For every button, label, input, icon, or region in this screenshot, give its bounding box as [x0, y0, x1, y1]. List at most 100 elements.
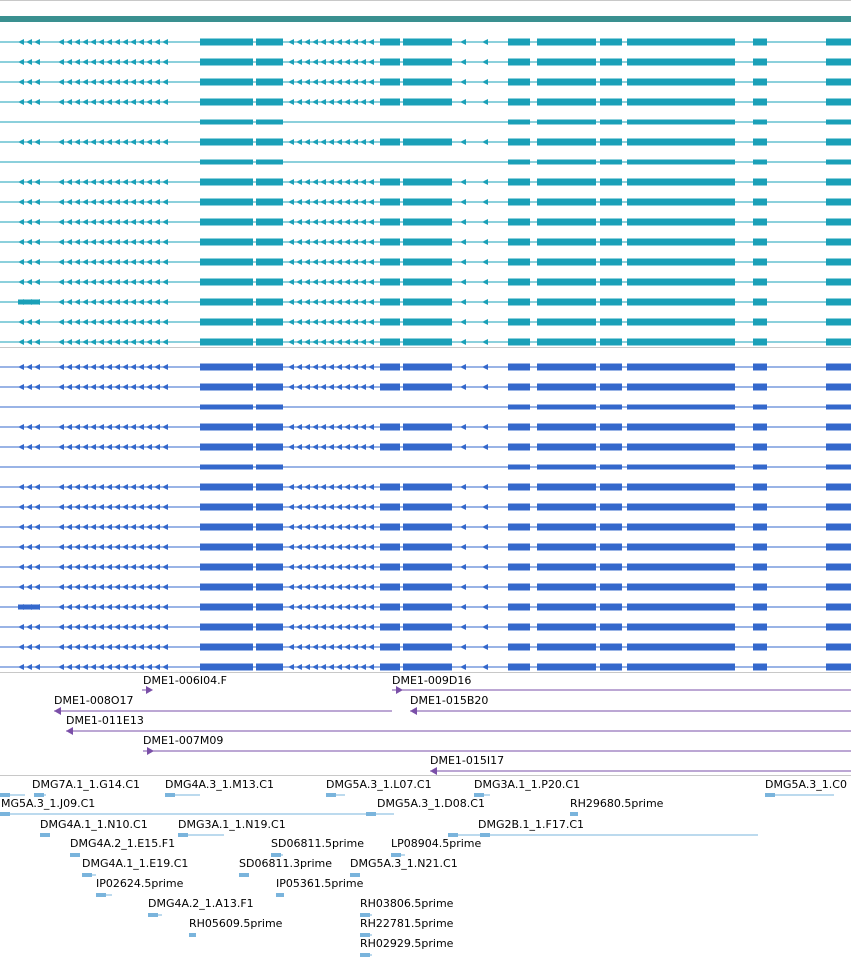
- est-label[interactable]: DMG5A.3_1.C0: [765, 778, 847, 791]
- strand-arrow: [106, 384, 112, 390]
- est-label[interactable]: IP05361.5prime: [276, 877, 364, 890]
- strand-arrow: [74, 239, 80, 245]
- est-label[interactable]: RH02929.5prime: [360, 937, 454, 950]
- strand-arrow: [328, 564, 334, 570]
- est-label[interactable]: DMG3A.1_1.N19.C1: [178, 818, 286, 831]
- strand-arrow: [106, 259, 112, 265]
- est-label[interactable]: DMG5A.3_1.N21.C1: [350, 857, 458, 870]
- est-label[interactable]: DMG4A.1_1.E19.C1: [82, 857, 189, 870]
- clone-label[interactable]: DME1-007M09: [143, 734, 224, 747]
- strand-arrow: [296, 424, 302, 430]
- est-label[interactable]: RH05609.5prime: [189, 917, 283, 930]
- clone-label[interactable]: DME1-008O17: [54, 694, 134, 707]
- strand-arrow: [138, 564, 144, 570]
- strand-arrow: [460, 339, 466, 345]
- exon-block: [753, 138, 767, 146]
- exon-block: [627, 623, 735, 631]
- strand-arrow: [312, 544, 318, 550]
- strand-arrow: [296, 99, 302, 105]
- exon-block: [537, 363, 596, 371]
- est-label[interactable]: RH29680.5prime: [570, 797, 664, 810]
- strand-arrow: [74, 99, 80, 105]
- strand-arrow: [146, 59, 152, 65]
- est-label[interactable]: DMG4A.1_1.N10.C1: [40, 818, 148, 831]
- strand-arrow: [352, 444, 358, 450]
- est-label[interactable]: DMG4A.2_1.A13.F1: [148, 897, 254, 910]
- est-label[interactable]: DMG5A.3_1.L07.C1: [326, 778, 432, 791]
- strand-arrow: [312, 79, 318, 85]
- strand-arrow: [360, 524, 366, 530]
- exon-block: [826, 623, 851, 631]
- est-label[interactable]: MG5A.3_1.J09.C1: [1, 797, 96, 810]
- strand-arrow: [336, 384, 342, 390]
- clone-label[interactable]: DME1-015B20: [410, 694, 489, 707]
- strand-arrow: [146, 664, 152, 670]
- strand-arrow: [460, 364, 466, 370]
- est-label[interactable]: IP02624.5prime: [96, 877, 184, 890]
- strand-arrow: [304, 259, 310, 265]
- strand-arrow: [66, 339, 72, 345]
- est-label[interactable]: DMG7A.1_1.G14.C1: [32, 778, 141, 791]
- strand-arrow: [368, 99, 374, 105]
- est-label[interactable]: DMG5A.3_1.D08.C1: [377, 797, 485, 810]
- exon-block: [753, 383, 767, 391]
- est-label[interactable]: DMG4A.3_1.M13.C1: [165, 778, 274, 791]
- strand-arrow: [58, 139, 64, 145]
- strand-arrow: [82, 364, 88, 370]
- strand-arrow: [312, 279, 318, 285]
- est-label[interactable]: SD06811.3prime: [239, 857, 332, 870]
- strand-arrow: [328, 524, 334, 530]
- exon-block: [753, 483, 767, 491]
- est-label[interactable]: RH22781.5prime: [360, 917, 454, 930]
- exon-block: [508, 443, 530, 451]
- clone-label[interactable]: DME1-015I17: [430, 754, 505, 767]
- exon-block: [508, 258, 530, 266]
- est-label[interactable]: DMG3A.1_1.P20.C1: [474, 778, 581, 791]
- strand-arrow: [58, 524, 64, 530]
- clone-label[interactable]: DME1-011E13: [66, 714, 144, 727]
- strand-arrow: [320, 524, 326, 530]
- strand-arrow: [368, 39, 374, 45]
- exon-block: [537, 218, 596, 226]
- exon-block: [403, 363, 452, 371]
- strand-arrow: [162, 624, 168, 630]
- strand-arrow: [162, 339, 168, 345]
- exon-block: [826, 423, 851, 431]
- exon-block: [256, 138, 283, 146]
- strand-arrow: [26, 584, 32, 590]
- strand-arrow: [146, 544, 152, 550]
- strand-arrow: [320, 339, 326, 345]
- est-label[interactable]: RH03806.5prime: [360, 897, 454, 910]
- est-label[interactable]: DMG2B.1_1.F17.C1: [478, 818, 585, 831]
- strand-arrow: [18, 484, 24, 490]
- exon-block: [537, 563, 596, 571]
- strand-arrow: [336, 624, 342, 630]
- strand-arrow: [328, 299, 334, 305]
- est-label[interactable]: LP08904.5prime: [391, 837, 482, 850]
- strand-arrow: [74, 424, 80, 430]
- strand-arrow: [154, 644, 160, 650]
- exon-block: [200, 563, 253, 571]
- strand-arrow: [482, 99, 488, 105]
- exon-block: [600, 404, 622, 410]
- strand-arrow: [344, 259, 350, 265]
- clone-label[interactable]: DME1-006I04.F: [143, 674, 227, 687]
- exon-block: [256, 178, 283, 186]
- exon-block: [826, 523, 851, 531]
- strand-arrow: [106, 564, 112, 570]
- est-label[interactable]: DMG4A.2_1.E15.F1: [70, 837, 176, 850]
- strand-arrow: [58, 624, 64, 630]
- strand-arrow: [26, 504, 32, 510]
- strand-arrow: [138, 139, 144, 145]
- clone-label[interactable]: DME1-009D16: [392, 674, 472, 687]
- est-label[interactable]: SD06811.5prime: [271, 837, 364, 850]
- strand-arrow: [360, 219, 366, 225]
- strand-arrow: [146, 179, 152, 185]
- exon-block: [200, 464, 253, 470]
- strand-arrow: [336, 339, 342, 345]
- strand-arrow: [360, 79, 366, 85]
- strand-arrow: [18, 364, 24, 370]
- strand-arrow: [34, 484, 40, 490]
- exon-block: [403, 623, 452, 631]
